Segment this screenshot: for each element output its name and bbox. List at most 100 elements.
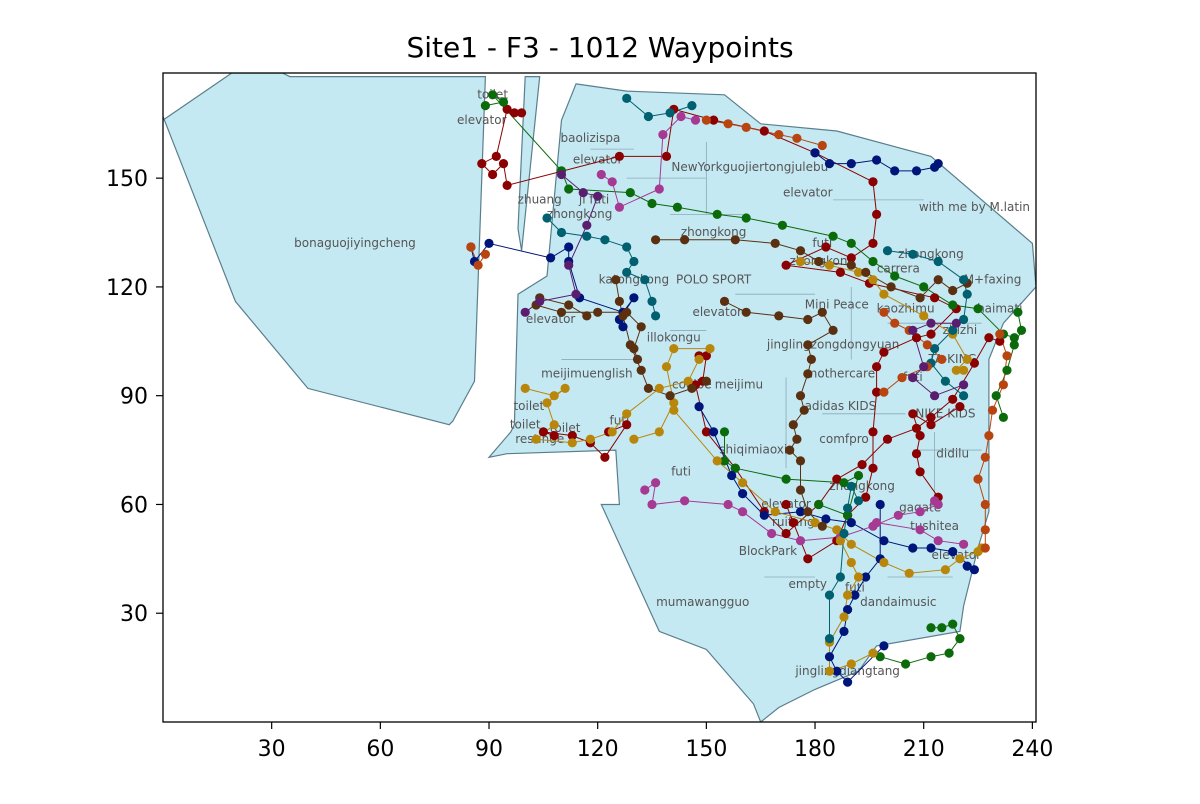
waypoint-marker (767, 528, 777, 539)
waypoint-marker (998, 412, 1009, 422)
waypoint-marker (669, 344, 679, 354)
waypoint-marker (948, 394, 958, 404)
waypoint-marker (618, 322, 628, 332)
waypoint-marker (944, 648, 954, 658)
room-label: shiqimiaoxin (719, 443, 795, 457)
waypoint-marker (640, 485, 650, 495)
room-label: toilet (513, 399, 544, 413)
waypoint-marker (788, 420, 798, 430)
waypoint-marker (962, 354, 972, 364)
waypoint-marker (549, 431, 559, 441)
room-label: zhuang (518, 193, 562, 207)
waypoint-marker (611, 275, 621, 285)
waypoint-marker (980, 499, 990, 510)
waypoint-marker (632, 354, 643, 364)
x-tick-label: 120 (577, 737, 619, 762)
waypoint-marker (832, 525, 842, 535)
waypoint-marker (781, 260, 791, 270)
waypoint-marker (654, 383, 664, 393)
waypoint-marker (835, 267, 846, 277)
room-label: futi (671, 464, 691, 478)
waypoint-marker (890, 318, 900, 328)
waypoint-marker (853, 572, 864, 582)
waypoint-marker (578, 188, 588, 198)
waypoint-marker (643, 111, 654, 122)
waypoint-marker (709, 115, 719, 125)
waypoint-marker (582, 311, 592, 321)
waypoint-marker (770, 507, 780, 517)
room-label: mumawangguo (656, 595, 749, 609)
waypoint-route (626, 98, 693, 118)
waypoint-marker (567, 438, 577, 448)
waypoint-marker (690, 115, 701, 125)
waypoint-marker (542, 398, 552, 408)
waypoint-marker (828, 325, 838, 335)
waypoint-marker (911, 449, 922, 459)
waypoint-marker (835, 572, 846, 582)
room-label: illokongu (647, 330, 701, 344)
waypoint-marker (564, 242, 574, 252)
waypoint-marker (948, 619, 958, 629)
waypoint-marker (719, 456, 730, 466)
waypoint-marker (846, 539, 856, 549)
waypoint-marker (955, 402, 965, 412)
waypoint-marker (930, 496, 940, 506)
waypoint-marker (665, 391, 675, 401)
waypoint-marker (846, 481, 856, 491)
waypoint-marker (614, 296, 625, 306)
room-label: haimati (977, 301, 1022, 315)
waypoint-marker (897, 373, 907, 383)
waypoint-marker (531, 434, 541, 444)
waypoint-marker (872, 155, 882, 165)
waypoint-marker (861, 572, 871, 582)
waypoint-marker (741, 122, 751, 132)
waypoint-marker (498, 97, 509, 107)
waypoint-marker (875, 652, 885, 662)
waypoint-route (535, 297, 642, 360)
waypoint-marker (868, 256, 878, 267)
waypoint-marker (839, 626, 849, 637)
waypoint-marker (919, 362, 929, 372)
waypoint-marker (879, 641, 889, 651)
waypoint-marker (795, 536, 806, 546)
x-tick-label: 30 (258, 737, 286, 762)
waypoint-marker (560, 383, 570, 393)
waypoint-marker (951, 365, 961, 375)
waypoint-marker (694, 354, 704, 364)
waypoint-marker (629, 256, 639, 267)
waypoint-marker (846, 518, 856, 528)
waypoint-marker (636, 322, 646, 332)
waypoint-marker (959, 314, 969, 325)
waypoint-marker (882, 434, 893, 444)
room-label: elevator (526, 312, 576, 326)
waypoint-marker (738, 478, 748, 488)
plot-area: toilet elevator baolizispa elevator NewYorkg… (163, 73, 1036, 722)
room-label: elevator (457, 113, 507, 127)
waypoint-marker (926, 652, 936, 662)
waypoint-marker (969, 565, 980, 575)
waypoint-marker (625, 188, 635, 198)
waypoint-marker (846, 260, 856, 270)
waypoint-marker (926, 543, 936, 553)
waypoint-marker (792, 434, 802, 444)
x-tick-label: 210 (903, 737, 945, 762)
room-label: zhongkong (681, 225, 747, 239)
waypoint-marker (853, 267, 864, 277)
waypoint-marker (701, 427, 712, 437)
waypoint-marker (727, 470, 737, 481)
waypoint-marker (915, 431, 925, 441)
waypoint-marker (622, 93, 632, 103)
waypoint-marker (556, 169, 567, 180)
waypoint-marker (705, 344, 715, 354)
waypoint-marker (781, 528, 791, 539)
waypoint-marker (911, 423, 922, 433)
waypoint-marker (488, 90, 498, 100)
waypoint-marker (585, 434, 596, 444)
waypoint-marker (973, 304, 983, 314)
waypoint-marker (846, 238, 856, 248)
waypoint-marker (741, 307, 751, 317)
room-label: elevator (783, 185, 833, 199)
waypoint-marker (741, 213, 751, 223)
waypoint-marker (651, 311, 661, 321)
waypoint-marker (622, 242, 632, 252)
